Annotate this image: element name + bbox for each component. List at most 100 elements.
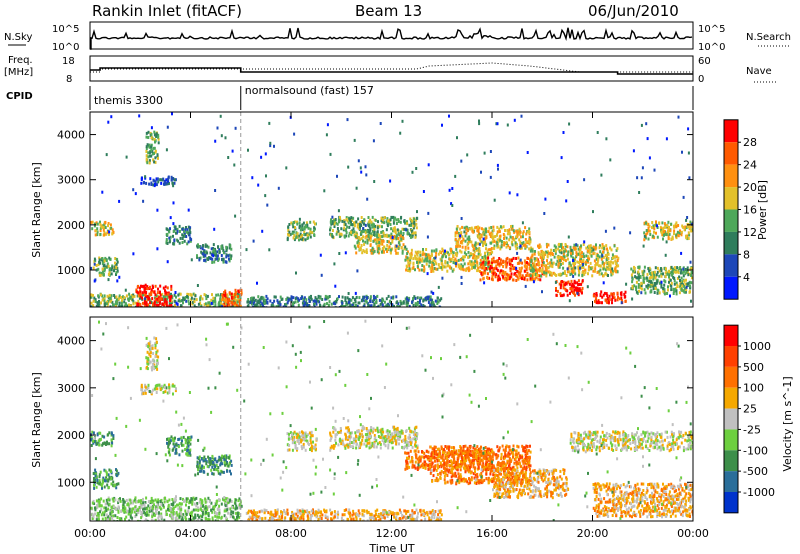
heatmap-cell bbox=[575, 255, 578, 259]
heatmap-cell bbox=[583, 272, 586, 276]
heatmap-cell bbox=[251, 176, 254, 180]
heatmap-cell bbox=[401, 251, 404, 255]
heatmap-cell bbox=[150, 365, 153, 369]
heatmap-cell bbox=[317, 294, 320, 298]
heatmap-cell bbox=[538, 243, 541, 247]
heatmap-cell bbox=[535, 257, 538, 261]
heatmap-cell bbox=[643, 238, 646, 242]
heatmap-cell bbox=[329, 226, 332, 230]
heatmap-cell bbox=[433, 267, 436, 270]
heatmap-cell bbox=[631, 277, 634, 281]
heatmap-cell bbox=[334, 284, 337, 288]
heatmap-cell bbox=[369, 234, 372, 238]
heatmap-cell bbox=[217, 293, 220, 297]
heatmap-cell bbox=[159, 387, 162, 391]
heatmap-cell bbox=[97, 303, 99, 307]
heatmap-cell bbox=[616, 247, 619, 251]
heatmap-cell bbox=[406, 256, 409, 260]
heatmap-cell bbox=[673, 225, 676, 229]
heatmap-cell bbox=[152, 146, 155, 150]
heatmap-cell bbox=[441, 123, 443, 127]
heatmap-cell bbox=[359, 238, 361, 242]
heatmap-cell bbox=[643, 269, 646, 273]
heatmap-cell bbox=[650, 282, 653, 286]
heatmap-cell bbox=[562, 252, 565, 256]
heatmap-cell bbox=[222, 251, 225, 255]
heatmap-cell bbox=[349, 218, 352, 222]
heatmap-cell bbox=[559, 292, 562, 296]
heatmap-cell bbox=[487, 256, 490, 260]
heatmap-cell bbox=[350, 233, 353, 237]
heatmap-cell bbox=[139, 284, 142, 288]
heatmap-cell bbox=[188, 436, 191, 439]
heatmap-cell bbox=[444, 249, 446, 253]
heatmap-cell bbox=[670, 237, 673, 241]
heatmap-cell bbox=[165, 300, 168, 304]
heatmap-cell bbox=[94, 474, 97, 478]
heatmap-cell bbox=[599, 268, 602, 272]
heatmap-cell bbox=[251, 296, 254, 300]
heatmap-cell bbox=[369, 297, 372, 301]
heatmap-cell bbox=[598, 255, 601, 259]
heatmap-cell bbox=[390, 227, 393, 231]
heatmap-cell bbox=[135, 513, 138, 517]
heatmap-cell bbox=[90, 266, 93, 270]
heatmap-cell bbox=[569, 245, 572, 249]
heatmap-cell bbox=[496, 233, 499, 237]
heatmap-cell bbox=[93, 486, 96, 490]
heatmap-cell bbox=[225, 253, 228, 257]
heatmap-cell bbox=[350, 298, 353, 302]
heatmap-cell bbox=[109, 296, 112, 300]
heatmap-cell bbox=[180, 443, 183, 447]
heatmap-cell bbox=[424, 257, 427, 261]
heatmap-cell bbox=[649, 229, 651, 233]
heatmap-cell bbox=[645, 276, 648, 280]
heatmap-cell bbox=[201, 247, 204, 251]
heatmap-cell bbox=[610, 292, 613, 296]
heatmap-cell bbox=[413, 221, 416, 225]
heatmap-cell bbox=[457, 258, 460, 262]
heatmap-cell bbox=[228, 253, 231, 257]
heatmap-cell bbox=[301, 295, 304, 299]
heatmap-cell bbox=[400, 215, 403, 219]
heatmap-cell bbox=[265, 174, 267, 178]
heatmap-cell bbox=[493, 198, 496, 202]
heatmap-cell bbox=[92, 294, 94, 297]
heatmap-cell bbox=[406, 222, 409, 226]
heatmap-cell bbox=[459, 232, 462, 236]
heatmap-cell bbox=[153, 336, 156, 340]
heatmap-cell bbox=[676, 230, 679, 234]
heatmap-cell bbox=[546, 253, 549, 257]
heatmap-cell bbox=[639, 275, 642, 279]
heatmap-cell bbox=[474, 255, 477, 258]
heatmap-cell bbox=[445, 250, 448, 254]
heatmap-cell bbox=[675, 281, 678, 285]
heatmap-cell bbox=[652, 287, 655, 291]
heatmap-cell bbox=[178, 230, 181, 233]
nave-label: Nave bbox=[746, 66, 772, 77]
heatmap-cell bbox=[476, 261, 479, 265]
heatmap-cell bbox=[482, 263, 485, 267]
heatmap-cell bbox=[351, 303, 354, 307]
heatmap-cell bbox=[111, 497, 114, 501]
heatmap-cell bbox=[551, 265, 554, 269]
heatmap-cell bbox=[112, 514, 115, 518]
heatmap-cell bbox=[682, 195, 685, 199]
heatmap-cell bbox=[116, 269, 119, 273]
heatmap-cell bbox=[154, 293, 157, 297]
heatmap-cell bbox=[488, 252, 491, 256]
heatmap-cell bbox=[512, 256, 515, 260]
heatmap-cell bbox=[419, 296, 422, 300]
heatmap-cell bbox=[289, 233, 292, 237]
heatmap-cell bbox=[185, 226, 187, 229]
heatmap-cell bbox=[602, 267, 605, 271]
heatmap-cell bbox=[409, 217, 412, 221]
heatmap-cell bbox=[640, 281, 643, 285]
heatmap-cell bbox=[594, 247, 597, 251]
heatmap-cell bbox=[280, 298, 283, 301]
heatmap-cell bbox=[579, 259, 582, 263]
heatmap-cell bbox=[529, 258, 531, 262]
heatmap-cell bbox=[103, 435, 106, 439]
heatmap-cell bbox=[412, 262, 415, 266]
heatmap-cell bbox=[107, 120, 110, 124]
